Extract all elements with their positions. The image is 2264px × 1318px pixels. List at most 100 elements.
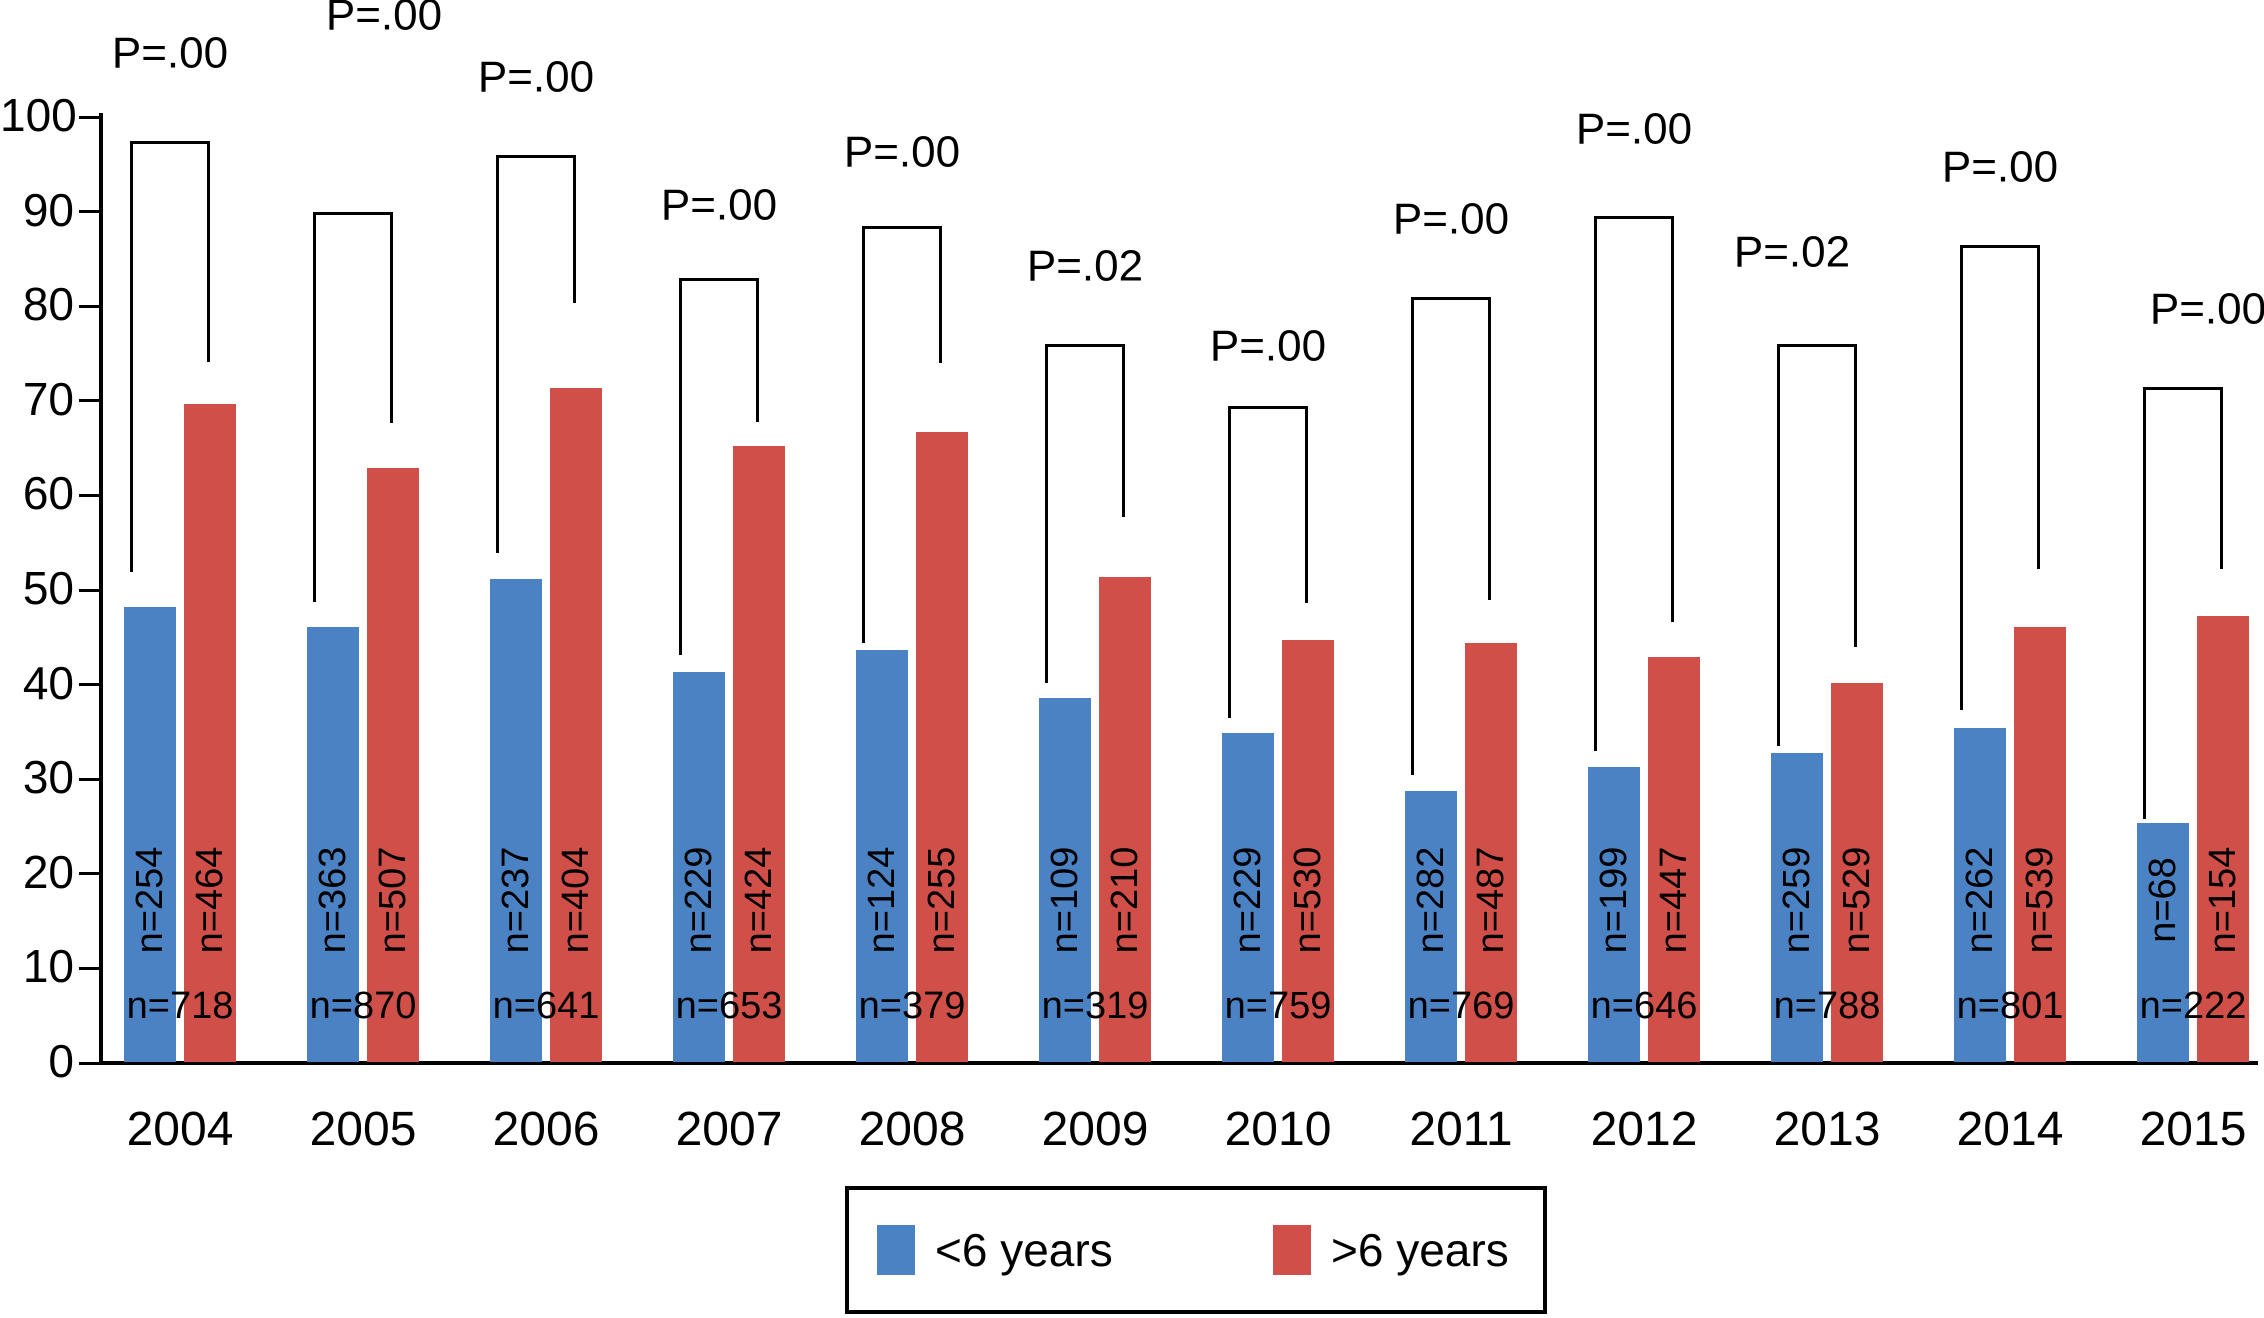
x-tick-label-2009: 2009 bbox=[1041, 1103, 1149, 1156]
significance-bracket-left-leg bbox=[1960, 244, 1963, 711]
bar-n-label: n=237 bbox=[495, 846, 537, 954]
significance-bracket-left-leg bbox=[1777, 344, 1780, 747]
p-value-label: P=.00 bbox=[1209, 321, 1327, 371]
y-tick-label: 70 bbox=[22, 372, 74, 425]
group-total-label: n=870 bbox=[309, 985, 417, 1027]
significance-bracket-right-leg bbox=[1671, 216, 1674, 623]
significance-bracket-top bbox=[1777, 344, 1857, 348]
bar-n-label: n=68 bbox=[2142, 857, 2184, 943]
group-total-label: n=646 bbox=[1590, 985, 1698, 1027]
significance-bracket-top bbox=[1594, 216, 1674, 220]
bar-gt6-2008 bbox=[916, 432, 968, 1062]
bar-n-label: n=199 bbox=[1593, 846, 1635, 954]
bar-lt6-2014 bbox=[1954, 728, 2006, 1062]
bar-gt6-2006 bbox=[550, 387, 602, 1062]
significance-bracket-top bbox=[1960, 244, 2040, 248]
significance-bracket-left-leg bbox=[496, 154, 499, 554]
x-tick-label-2007: 2007 bbox=[675, 1103, 783, 1156]
significance-bracket-right-leg bbox=[939, 225, 942, 363]
x-tick-label-2015: 2015 bbox=[2139, 1103, 2247, 1156]
significance-bracket-right-leg bbox=[390, 211, 393, 423]
y-tick-label: 0 bbox=[48, 1035, 74, 1088]
bar-gt6-2012 bbox=[1648, 657, 1700, 1062]
bar-gt6-2014 bbox=[2014, 626, 2066, 1062]
group-total-label: n=319 bbox=[1041, 985, 1149, 1027]
bar-lt6-2006 bbox=[490, 578, 542, 1062]
bar-lt6-2010 bbox=[1222, 732, 1274, 1062]
bar-n-label: n=529 bbox=[1836, 846, 1878, 954]
bar-lt6-2013 bbox=[1771, 752, 1823, 1062]
bar-lt6-2009 bbox=[1039, 697, 1091, 1062]
p-value-label: P=.00 bbox=[1941, 142, 2059, 192]
bar-gt6-2013 bbox=[1831, 682, 1883, 1062]
y-tick-mark bbox=[79, 1061, 103, 1065]
group-total-label: n=653 bbox=[675, 985, 783, 1027]
legend-item: >6 years bbox=[1273, 1225, 1509, 1275]
y-tick-label: 90 bbox=[22, 183, 74, 236]
y-tick-label: 80 bbox=[22, 278, 74, 331]
significance-bracket-right-leg bbox=[2220, 386, 2223, 570]
bar-gt6-2005 bbox=[367, 467, 419, 1062]
x-tick-label-2013: 2013 bbox=[1773, 1103, 1881, 1156]
legend-label-lt6: <6 years bbox=[935, 1224, 1113, 1276]
p-value-label: P=.00 bbox=[2149, 283, 2264, 333]
significance-bracket-right-leg bbox=[1305, 405, 1308, 604]
bar-n-label: n=539 bbox=[2019, 846, 2061, 954]
group-total-label: n=718 bbox=[126, 985, 234, 1027]
bar-n-label: n=210 bbox=[1104, 846, 1146, 954]
y-tick-mark bbox=[79, 588, 103, 592]
legend-label-gt6: >6 years bbox=[1331, 1224, 1509, 1276]
y-tick-mark bbox=[79, 399, 103, 403]
bar-gt6-2004 bbox=[184, 403, 236, 1062]
p-value-label: P=.00 bbox=[1392, 194, 1510, 244]
y-tick-label: 60 bbox=[22, 467, 74, 520]
y-tick-label: 30 bbox=[22, 751, 74, 804]
x-tick-label-2004: 2004 bbox=[126, 1103, 234, 1156]
y-tick-label: 100 bbox=[0, 89, 77, 142]
y-tick-mark bbox=[79, 872, 103, 876]
significance-bracket-left-leg bbox=[1411, 296, 1414, 776]
p-value-label: P=.00 bbox=[1575, 104, 1693, 154]
x-axis bbox=[99, 1061, 2258, 1065]
p-value-label: P=.00 bbox=[660, 179, 778, 229]
x-tick-label-2014: 2014 bbox=[1956, 1103, 2064, 1156]
significance-bracket-top bbox=[1228, 405, 1308, 409]
p-value-label: P=.00 bbox=[843, 127, 961, 177]
legend-swatch-lt6-icon bbox=[877, 1225, 915, 1275]
x-tick-label-2011: 2011 bbox=[1409, 1103, 1513, 1156]
significance-bracket-right-leg bbox=[1122, 344, 1125, 518]
significance-bracket-right-leg bbox=[1488, 296, 1491, 601]
bar-lt6-2012 bbox=[1588, 766, 1640, 1062]
significance-bracket-left-leg bbox=[1228, 405, 1231, 718]
bar-n-label: n=262 bbox=[1959, 846, 2001, 954]
significance-bracket-right-leg bbox=[2037, 244, 2040, 570]
y-tick-mark bbox=[79, 683, 103, 687]
y-tick-mark bbox=[79, 304, 103, 308]
bar-n-label: n=530 bbox=[1287, 846, 1329, 954]
y-tick-label: 50 bbox=[22, 562, 74, 615]
significance-bracket-left-leg bbox=[130, 140, 133, 573]
group-total-label: n=641 bbox=[492, 985, 600, 1027]
legend-swatch-gt6-icon bbox=[1273, 1225, 1311, 1275]
bar-gt6-2010 bbox=[1282, 640, 1334, 1062]
bar-n-label: n=154 bbox=[2202, 846, 2244, 954]
bar-gt6-2015 bbox=[2197, 615, 2249, 1062]
significance-bracket-right-leg bbox=[756, 277, 759, 422]
bar-n-label: n=109 bbox=[1044, 846, 1086, 954]
bar-lt6-2011 bbox=[1405, 791, 1457, 1062]
group-total-label: n=759 bbox=[1224, 985, 1332, 1027]
x-tick-label-2012: 2012 bbox=[1590, 1103, 1698, 1156]
p-value-label: P=.00 bbox=[111, 28, 229, 78]
p-value-label: P=.02 bbox=[1026, 241, 1144, 291]
bar-n-label: n=363 bbox=[312, 846, 354, 954]
bar-n-label: n=282 bbox=[1410, 846, 1452, 954]
bar-n-label: n=424 bbox=[738, 846, 780, 954]
bar-lt6-2004 bbox=[124, 607, 176, 1062]
y-tick-mark bbox=[79, 493, 103, 497]
y-tick-mark bbox=[79, 777, 103, 781]
bar-n-label: n=124 bbox=[861, 846, 903, 954]
y-tick-mark bbox=[79, 115, 103, 119]
bar-n-label: n=255 bbox=[921, 846, 963, 954]
